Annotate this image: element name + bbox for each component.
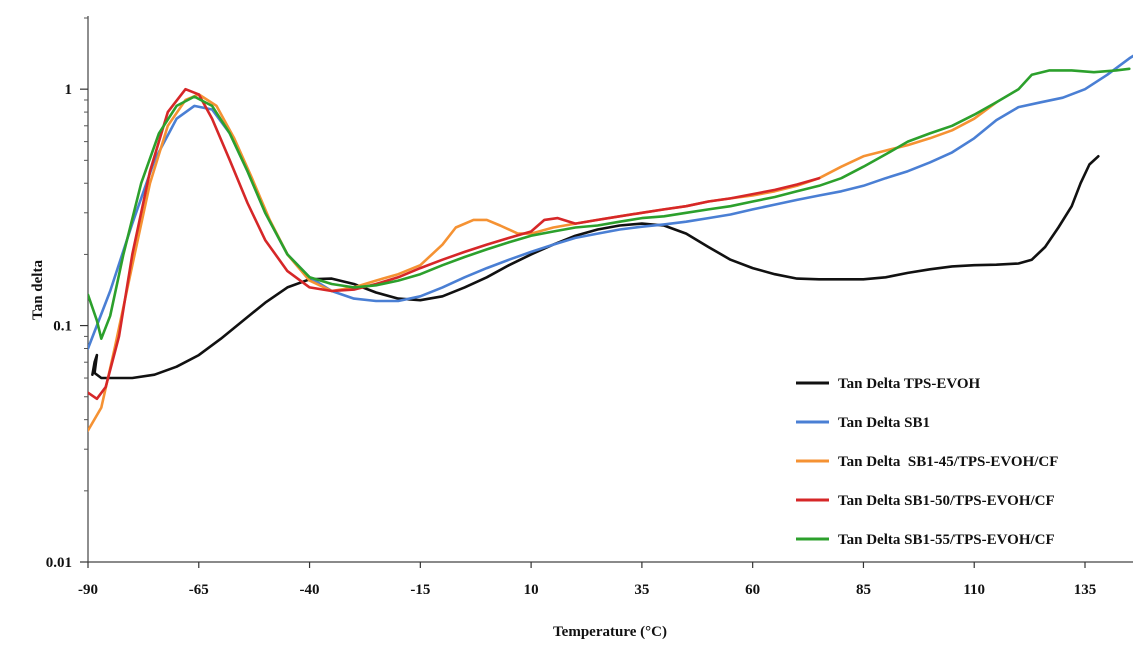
y-tick-label: 0.1 — [53, 319, 72, 335]
legend-label: Tan Delta SB1 — [838, 415, 930, 431]
legend-label: Tan Delta SB1-45/TPS-EVOH/CF — [838, 454, 1058, 470]
series-layer — [88, 54, 1133, 432]
y-tick-label: 0.01 — [46, 555, 72, 571]
x-tick-label: 135 — [1074, 582, 1097, 598]
x-tick-label: -15 — [410, 582, 430, 598]
series-line-4 — [88, 87, 821, 401]
x-tick-label: 60 — [745, 582, 760, 598]
x-tick-label: -40 — [300, 582, 320, 598]
x-tick-label: 110 — [963, 582, 985, 598]
x-axis-title: Temperature (°C) — [553, 624, 667, 640]
legend-label: Tan Delta SB1-50/TPS-EVOH/CF — [838, 493, 1055, 509]
legend: Tan Delta TPS-EVOH Tan Delta SB1 Tan Delta… — [796, 376, 1058, 548]
y-minor-ticks — [84, 17, 88, 492]
x-tick-label: 85 — [856, 582, 871, 598]
y-tick-label: 1 — [65, 82, 73, 98]
y-major-ticks: 0.01 0.1 1 — [46, 82, 88, 571]
x-ticks: -90 -65 -40 -15 10 35 60 85 110 135 — [78, 562, 1096, 598]
y-axis-title: Tan delta — [30, 260, 46, 320]
series-line-5 — [88, 67, 1131, 340]
x-tick-label: -65 — [189, 582, 209, 598]
x-tick-label: 35 — [634, 582, 649, 598]
x-tick-label: -90 — [78, 582, 98, 598]
legend-label: Tan Delta TPS-EVOH — [838, 376, 981, 392]
series-line-3 — [88, 93, 998, 432]
series-line-1 — [91, 155, 1100, 380]
legend-label: Tan Delta SB1-55/TPS-EVOH/CF — [838, 532, 1055, 548]
x-tick-label: 10 — [524, 582, 539, 598]
